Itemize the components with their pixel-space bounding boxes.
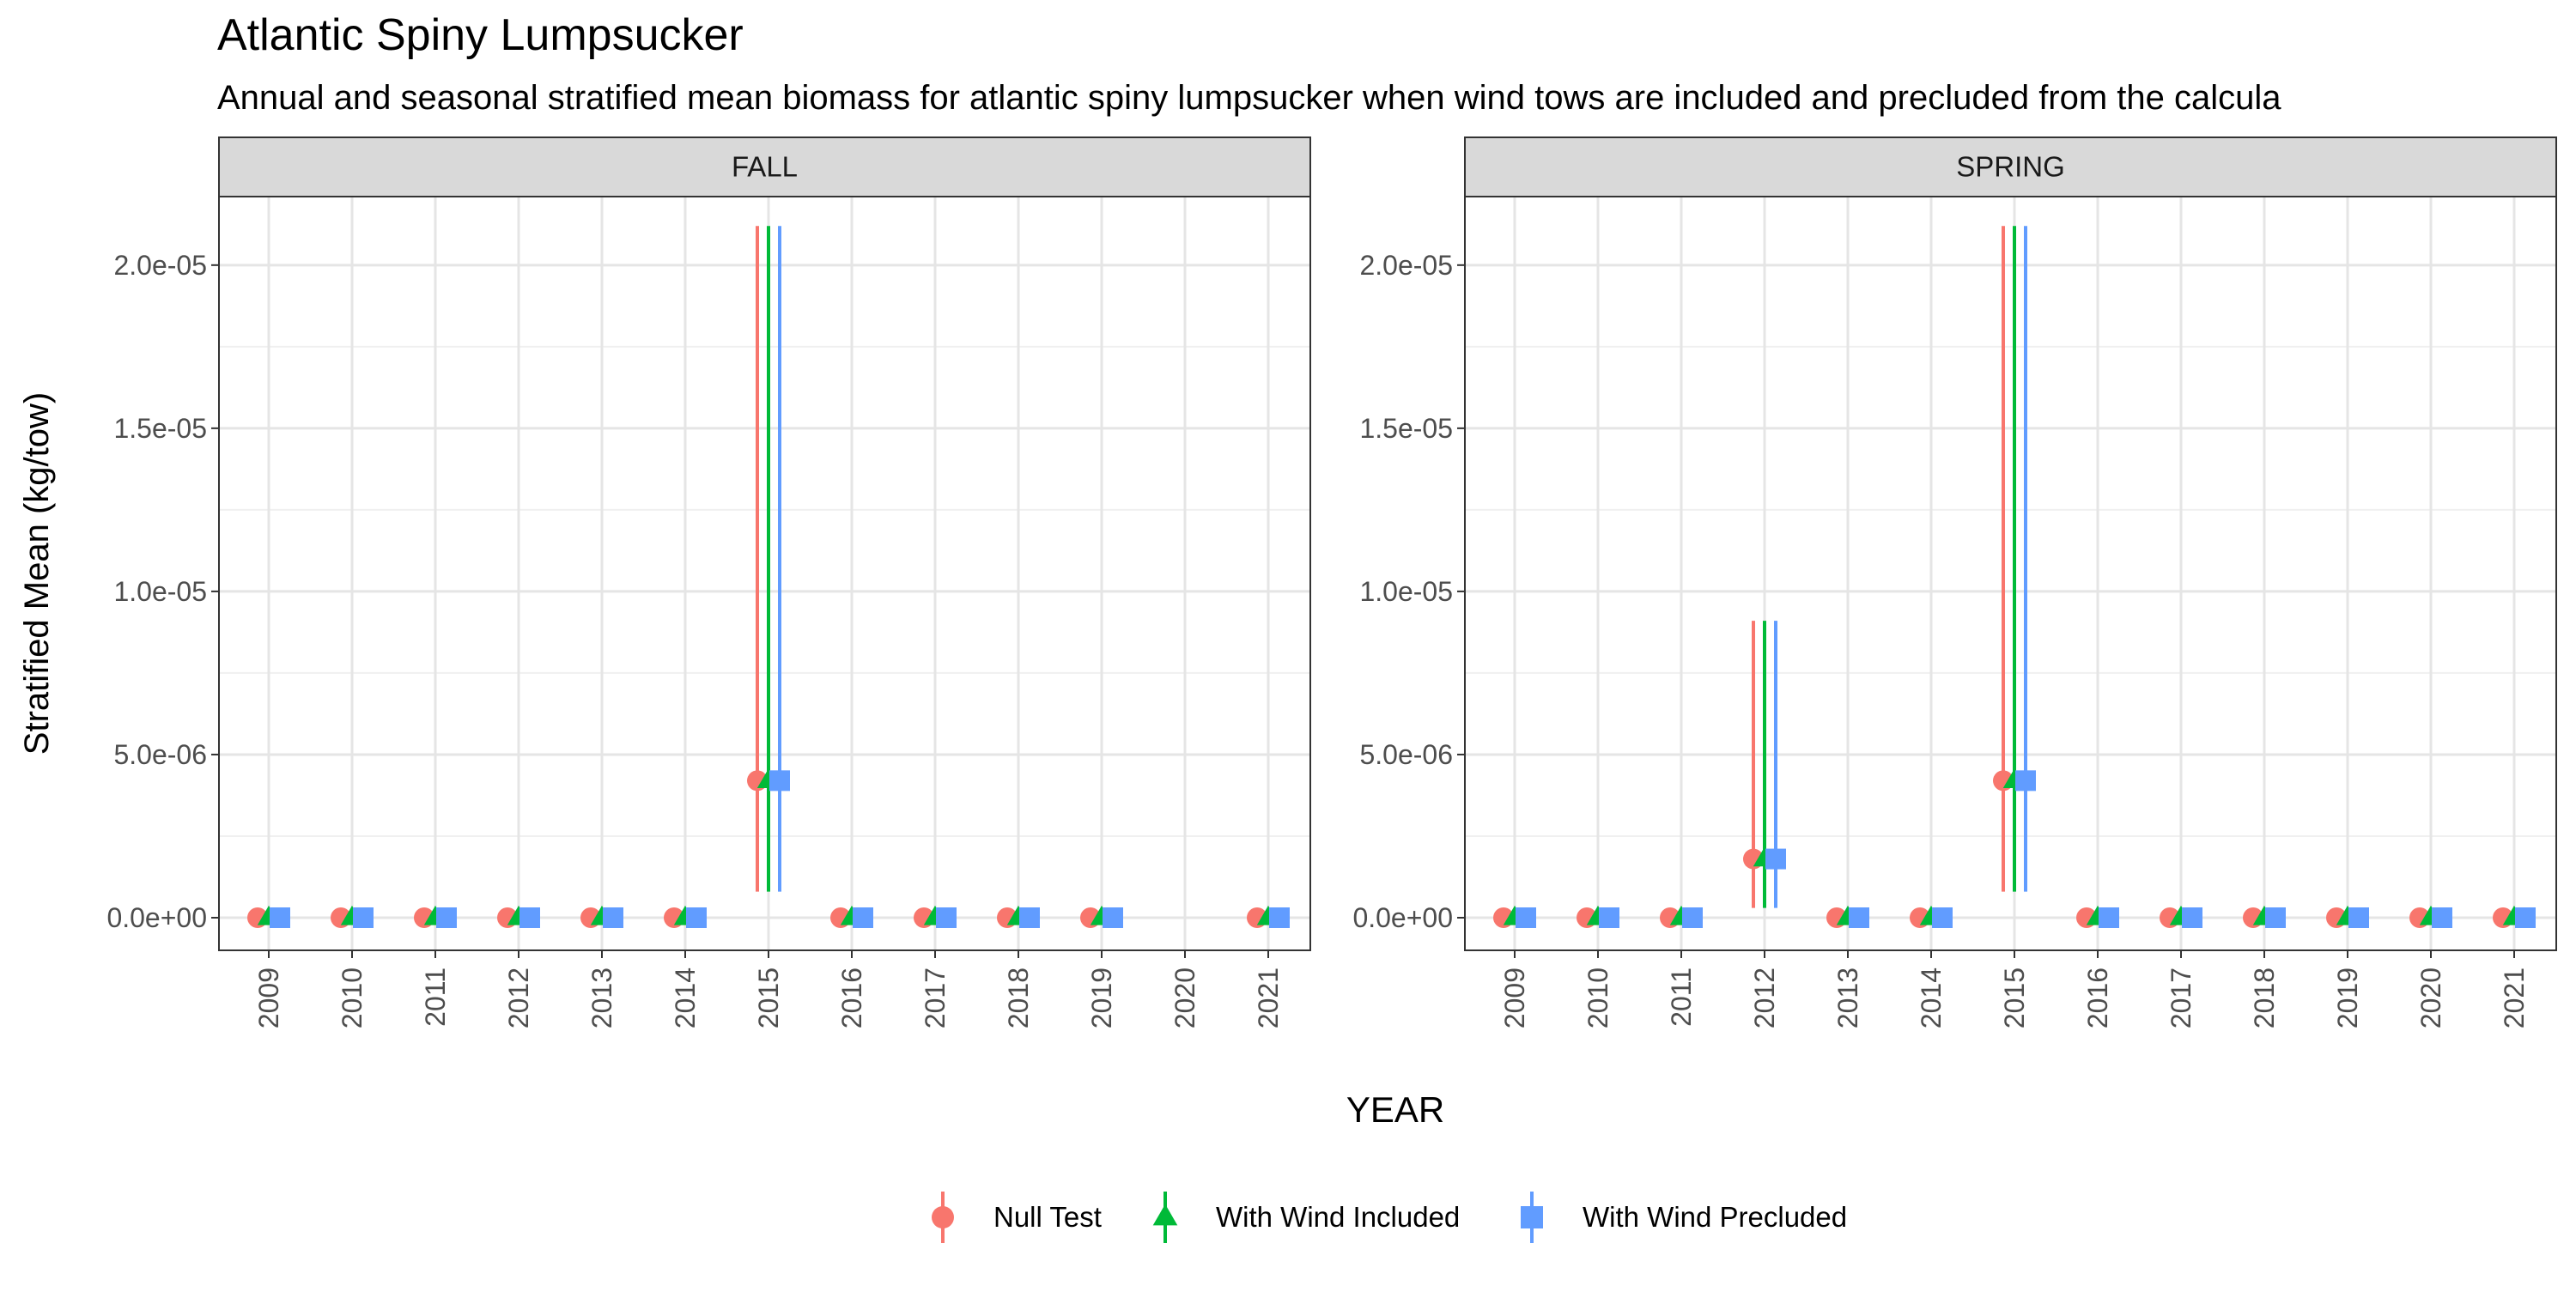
data-point	[2015, 770, 2036, 792]
x-tick-label: 2017	[920, 967, 951, 1028]
data-point	[686, 907, 707, 928]
data-point	[769, 770, 790, 792]
data-point	[353, 907, 374, 928]
facet-label: SPRING	[1956, 151, 2065, 183]
data-point	[936, 907, 957, 928]
legend-key-marker	[1521, 1206, 1543, 1228]
x-tick-label: 2009	[1499, 967, 1530, 1028]
panel-fall: FALL 0.0e+00 5.0e-06 1.0e-05 1.5e-05 2.0e-05 2…	[106, 136, 1311, 1028]
x-tick-label: 2017	[2166, 967, 2196, 1028]
y-tick-label: 0.0e+00	[1352, 902, 1453, 933]
x-axis-label: YEAR	[1346, 1089, 1444, 1130]
x-tick-label: 2021	[2499, 967, 2530, 1028]
x-tick-label: 2014	[670, 967, 701, 1028]
data-point	[1849, 907, 1869, 928]
legend-item-null-test: Null Test	[932, 1192, 1102, 1243]
y-tick-label: 2.0e-05	[1359, 250, 1453, 281]
y-tick-label: 5.0e-06	[1359, 739, 1453, 770]
x-tick-label: 2016	[836, 967, 867, 1028]
panel-border	[218, 196, 1311, 951]
x-tick-label: 2012	[503, 967, 534, 1028]
x-tick-label: 2013	[1832, 967, 1863, 1028]
x-tick-label: 2015	[1999, 967, 2030, 1028]
data-point	[2432, 907, 2452, 928]
data-point	[2265, 907, 2286, 928]
legend-item-with-wind-included: With Wind Included	[1152, 1192, 1460, 1243]
data-point	[603, 907, 623, 928]
series-with-wind-precluded	[1516, 226, 2536, 928]
x-tick-label: 2015	[753, 967, 784, 1028]
legend: Null Test With Wind Included With Wind Pre…	[932, 1192, 1847, 1243]
data-point	[2515, 907, 2536, 928]
x-tick-label: 2019	[2332, 967, 2363, 1028]
y-axis-label: Stratified Mean (kg/tow)	[18, 392, 56, 755]
plot-background	[1465, 197, 2556, 950]
plot-background	[219, 197, 1310, 950]
data-point	[1269, 907, 1290, 928]
series-with-wind-precluded	[270, 226, 1290, 928]
x-tick-label: 2019	[1086, 967, 1117, 1028]
data-point	[2099, 907, 2119, 928]
y-tick-label: 2.0e-05	[113, 250, 207, 281]
x-tick-label: 2013	[586, 967, 617, 1028]
facet-strip	[1464, 136, 2557, 197]
x-tick-label: 2012	[1749, 967, 1780, 1028]
data-point	[270, 907, 290, 928]
x-tick-label: 2011	[420, 967, 451, 1027]
x-tick-label: 2014	[1916, 967, 1947, 1028]
x-tick-label: 2011	[1666, 967, 1697, 1027]
legend-label: With Wind Included	[1216, 1201, 1460, 1233]
y-tick-label: 1.5e-05	[113, 413, 207, 444]
legend-key-marker	[932, 1206, 954, 1228]
y-tick-label: 1.0e-05	[113, 576, 207, 607]
x-tick-label: 2016	[2082, 967, 2113, 1028]
y-tick-label: 0.0e+00	[106, 902, 207, 933]
data-point	[2348, 907, 2369, 928]
data-point	[1932, 907, 1953, 928]
x-tick-label: 2010	[337, 967, 368, 1028]
facet-label: FALL	[732, 151, 798, 183]
data-point	[436, 907, 457, 928]
y-tick-label: 5.0e-06	[113, 739, 207, 770]
data-point	[519, 907, 540, 928]
x-tick-label: 2009	[253, 967, 284, 1028]
legend-label: Null Test	[993, 1201, 1102, 1233]
x-tick-label: 2020	[1170, 967, 1200, 1028]
panels-layer: FALL 0.0e+00 5.0e-06 1.0e-05 1.5e-05 2.0e-05 2…	[106, 136, 2557, 1028]
data-point	[853, 907, 873, 928]
chart-subtitle: Annual and seasonal stratified mean biom…	[217, 79, 2281, 117]
data-point	[1019, 907, 1040, 928]
legend-label: With Wind Precluded	[1583, 1201, 1847, 1233]
data-point	[1682, 907, 1703, 928]
data-point	[2182, 907, 2202, 928]
chart-title: Atlantic Spiny Lumpsucker	[217, 10, 744, 60]
data-point	[1765, 848, 1786, 870]
y-tick-label: 1.0e-05	[1359, 576, 1453, 607]
panel-border	[1464, 196, 2557, 951]
x-tick-label: 2010	[1583, 967, 1613, 1028]
legend-key-marker	[1152, 1204, 1178, 1226]
data-point	[1599, 907, 1619, 928]
data-point	[1103, 907, 1123, 928]
x-tick-label: 2018	[1003, 967, 1034, 1028]
data-point	[1516, 907, 1536, 928]
panel-spring: SPRING 0.0e+00 5.0e-06 1.0e-05 1.5e-05 2.0e-0…	[1352, 136, 2557, 1028]
facet-strip	[218, 136, 1311, 197]
legend-item-with-wind-precluded: With Wind Precluded	[1521, 1192, 1847, 1243]
x-tick-label: 2021	[1253, 967, 1284, 1028]
x-tick-label: 2020	[2415, 967, 2446, 1028]
y-tick-label: 1.5e-05	[1359, 413, 1453, 444]
x-tick-label: 2018	[2249, 967, 2280, 1028]
